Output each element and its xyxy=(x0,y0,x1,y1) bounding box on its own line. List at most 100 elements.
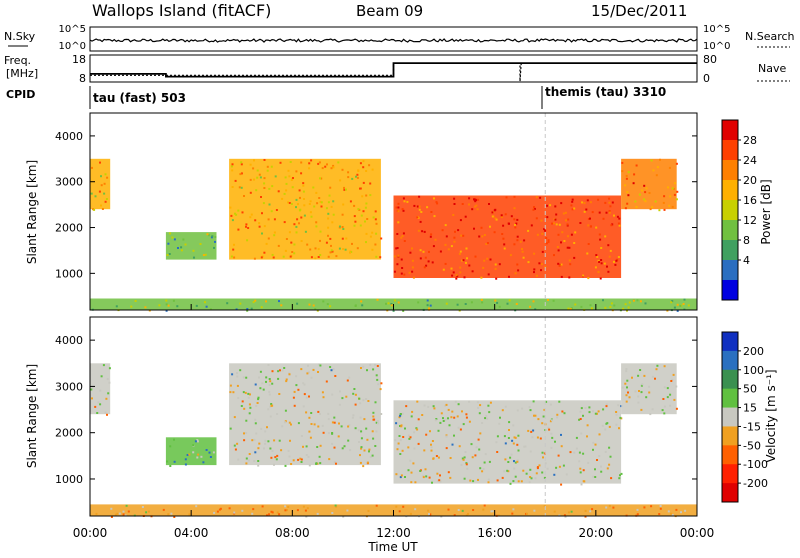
heatmap-cell xyxy=(254,299,257,302)
heatmap-cell xyxy=(454,230,456,233)
heatmap-cell xyxy=(599,277,602,280)
heatmap-cell xyxy=(423,449,426,452)
x-tick-label: 12:00 xyxy=(376,526,411,540)
heatmap-cell xyxy=(529,409,532,412)
heatmap-cell xyxy=(300,240,303,242)
heatmap-cell xyxy=(169,445,172,448)
heatmap-cell xyxy=(319,200,322,203)
heatmap-cell xyxy=(356,176,359,179)
heatmap-cell xyxy=(312,304,315,307)
heatmap-cell xyxy=(476,208,479,211)
colorbar-swatch xyxy=(722,407,738,427)
heatmap-cell xyxy=(427,509,430,512)
heatmap-cell xyxy=(608,201,611,204)
colorbar-tick-label: -100 xyxy=(743,458,768,471)
heatmap-cell xyxy=(561,410,564,413)
heatmap-cell xyxy=(236,442,239,445)
heatmap-cell xyxy=(422,474,425,477)
heatmap-cell xyxy=(173,438,175,441)
heatmap-cell xyxy=(399,439,402,442)
heatmap-cell xyxy=(579,410,582,413)
heatmap-cell xyxy=(356,173,359,176)
heatmap-cell xyxy=(330,249,333,252)
x-tick-label: 04:00 xyxy=(174,526,209,540)
heatmap-cell xyxy=(541,451,544,454)
heatmap-cell xyxy=(247,227,250,229)
heatmap-cell xyxy=(284,505,287,508)
heatmap-cell xyxy=(610,224,613,227)
heatmap-cell xyxy=(566,223,569,226)
heatmap-cell xyxy=(547,426,550,429)
heatmap-cell xyxy=(447,508,450,511)
heatmap-cell xyxy=(475,446,478,449)
heatmap-cell xyxy=(504,213,507,216)
heatmap-cell xyxy=(481,235,484,238)
heatmap-cell xyxy=(134,300,137,302)
heatmap-cell xyxy=(240,161,243,164)
heatmap-cell xyxy=(486,417,489,420)
heatmap-cell xyxy=(343,186,345,189)
heatmap-cell xyxy=(258,442,261,445)
heatmap-cell xyxy=(90,192,93,195)
heatmap-cell xyxy=(568,276,571,279)
heatmap-cell xyxy=(408,271,411,274)
heatmap-cell xyxy=(439,480,442,483)
heatmap-cell xyxy=(542,456,544,459)
heatmap-cell xyxy=(404,427,406,430)
heatmap-cell xyxy=(407,469,410,472)
heatmap-cell xyxy=(115,305,118,308)
heatmap-cell xyxy=(521,248,523,250)
heatmap-cell xyxy=(332,368,335,371)
heatmap-cell xyxy=(496,435,499,438)
heatmap-cell xyxy=(444,224,447,227)
heatmap-cell xyxy=(627,171,630,174)
heatmap-cell xyxy=(558,400,561,403)
heatmap-cell xyxy=(659,507,662,510)
heatmap-cell xyxy=(424,256,427,259)
heatmap-cell xyxy=(584,509,587,512)
heatmap-cell xyxy=(103,182,106,185)
heatmap-cell xyxy=(302,505,305,508)
heatmap-cell xyxy=(366,369,368,372)
heatmap-cell xyxy=(303,393,306,396)
heatmap-cell xyxy=(441,229,444,232)
heatmap-cell xyxy=(673,193,676,196)
heatmap-cell xyxy=(298,209,301,212)
heatmap-cell xyxy=(377,422,379,425)
heatmap-cell xyxy=(379,388,382,391)
heatmap-cell xyxy=(600,259,603,261)
heatmap-cell xyxy=(396,448,399,451)
heatmap-cell xyxy=(535,217,538,220)
heatmap-cell xyxy=(102,364,105,367)
heatmap-cell xyxy=(343,188,346,191)
heatmap-cell xyxy=(318,455,321,458)
heatmap-cell xyxy=(231,186,234,188)
heatmap-cell xyxy=(411,410,414,413)
heatmap-cell xyxy=(357,429,360,432)
heatmap-cell xyxy=(270,403,273,405)
heatmap-cell xyxy=(300,161,303,164)
heatmap-cell xyxy=(248,453,251,455)
heatmap-cell xyxy=(429,513,432,516)
heatmap-cell xyxy=(649,413,652,416)
heatmap-cell xyxy=(397,206,400,209)
heatmap-cell xyxy=(256,176,259,179)
heatmap-cell xyxy=(409,251,412,254)
heatmap-cell xyxy=(625,370,628,373)
heatmap-cell xyxy=(612,506,615,509)
heatmap-cell xyxy=(397,301,400,304)
heatmap-cell xyxy=(621,161,624,164)
colorbar-swatch xyxy=(722,180,738,201)
heatmap-cell xyxy=(558,465,561,468)
heatmap-cell xyxy=(263,225,266,228)
heatmap-cell xyxy=(587,461,590,464)
heatmap-cell xyxy=(451,274,454,277)
heatmap-cell xyxy=(237,458,240,461)
heatmap-cell xyxy=(600,247,603,249)
heatmap-cell xyxy=(608,446,611,449)
heatmap-cell xyxy=(488,460,491,463)
heatmap-cell xyxy=(457,229,460,232)
heatmap-cell xyxy=(676,303,679,306)
heatmap-cell xyxy=(353,215,356,218)
heatmap-cell xyxy=(116,512,119,515)
